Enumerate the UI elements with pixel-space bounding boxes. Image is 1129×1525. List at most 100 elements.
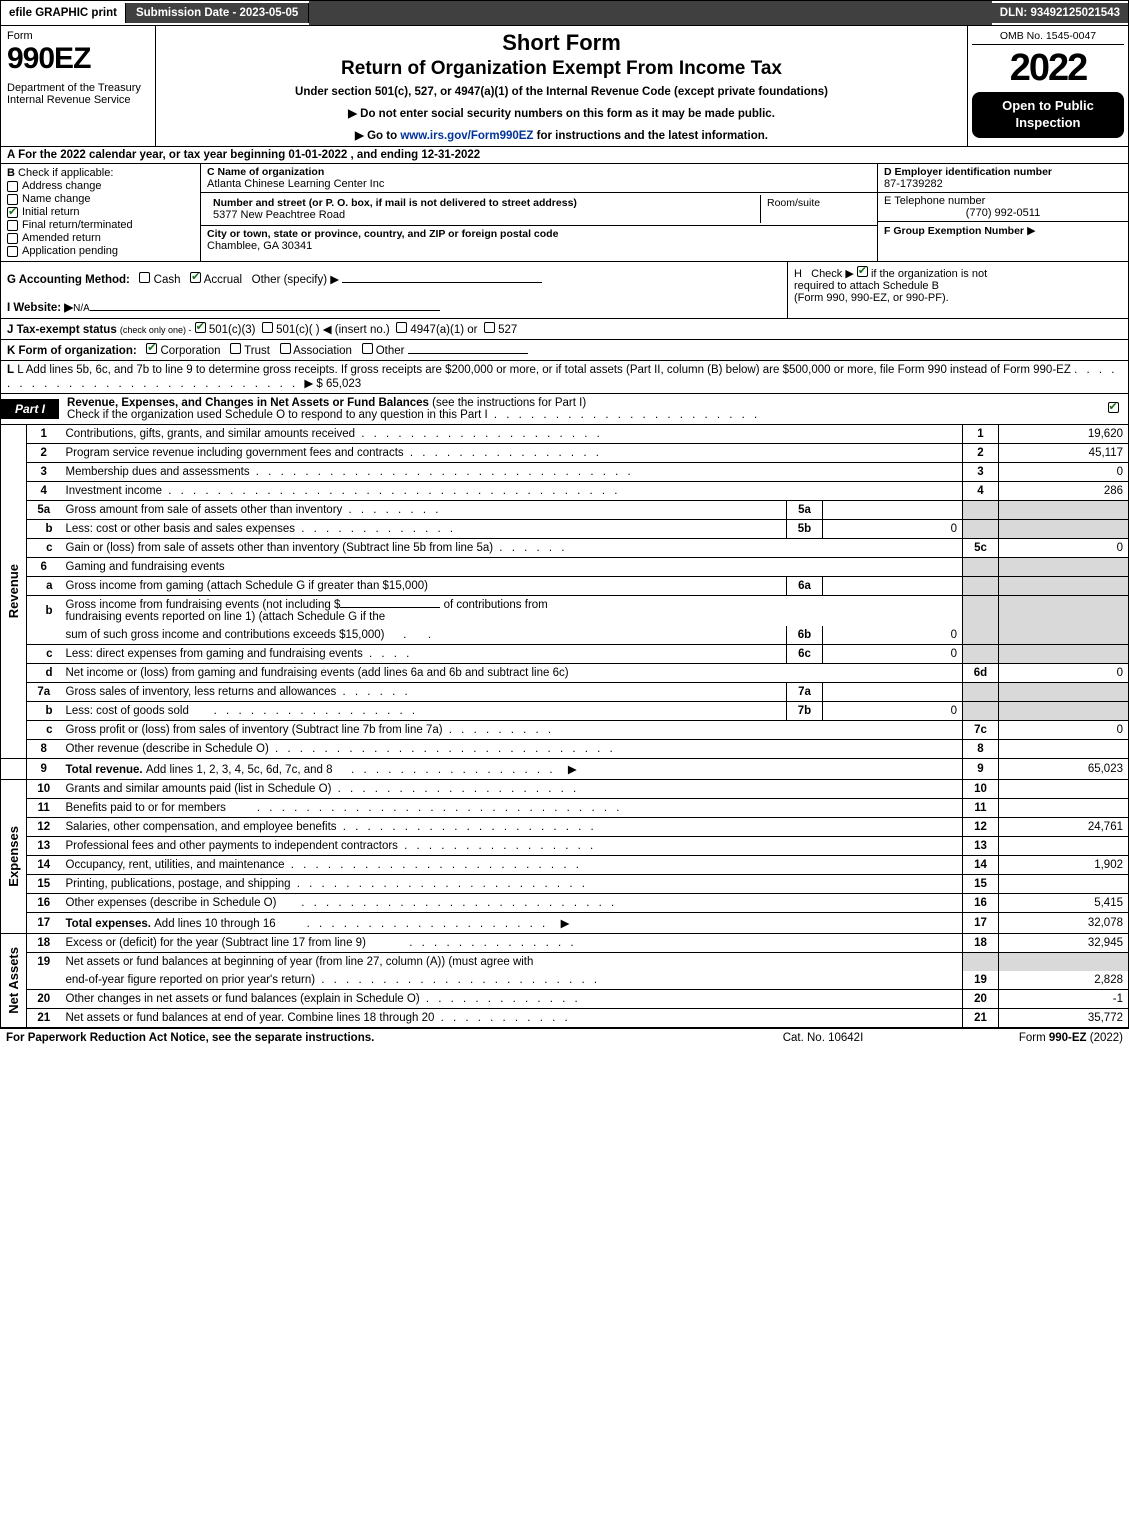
line-col: 15 xyxy=(963,875,999,894)
column-def: D Employer identification number 87-1739… xyxy=(878,164,1128,261)
room-suite-cell: Room/suite xyxy=(761,195,871,223)
checkbox-icon[interactable] xyxy=(280,343,291,354)
form-word: Form xyxy=(7,30,149,42)
line-5a: 5a Gross amount from sale of assets othe… xyxy=(1,501,1129,520)
checkbox-icon[interactable] xyxy=(190,272,201,283)
line-16: 16 Other expenses (describe in Schedule … xyxy=(1,894,1129,913)
checkbox-icon xyxy=(7,246,18,257)
chk-application-pending[interactable]: Application pending xyxy=(7,245,194,257)
line-num: 3 xyxy=(27,463,61,482)
shaded-cell xyxy=(999,596,1129,627)
chk-name-change[interactable]: Name change xyxy=(7,193,194,205)
checkbox-icon[interactable] xyxy=(484,322,495,333)
mini-val: 0 xyxy=(823,626,963,645)
line-desc: Gain or (loss) from sale of assets other… xyxy=(61,539,963,558)
line-desc: Investment income . . . . . . . . . . . … xyxy=(61,482,963,501)
chk-label: Address change xyxy=(22,180,102,192)
ssn-warning: ▶ Do not enter social security numbers o… xyxy=(162,106,961,120)
tax-year: 2022 xyxy=(972,47,1124,90)
part-i-header: Part I Revenue, Expenses, and Changes in… xyxy=(0,394,1129,425)
chk-address-change[interactable]: Address change xyxy=(7,180,194,192)
shaded-cell xyxy=(999,626,1129,645)
checkbox-icon[interactable] xyxy=(230,343,241,354)
goto-pre: ▶ Go to xyxy=(355,130,400,142)
street-cell: Number and street (or P. O. box, if mail… xyxy=(207,195,761,223)
shaded-cell xyxy=(963,683,999,702)
chk-final-return[interactable]: Final return/terminated xyxy=(7,219,194,231)
blank-underline xyxy=(340,607,440,608)
revenue-table: Revenue 1 Contributions, gifts, grants, … xyxy=(0,425,1129,1028)
line-desc: Occupancy, rent, utilities, and maintena… xyxy=(61,856,963,875)
public-inspection-badge: Open to Public Inspection xyxy=(972,92,1124,138)
top-bar: efile GRAPHIC print Submission Date - 20… xyxy=(0,0,1129,26)
irs-link[interactable]: www.irs.gov/Form990EZ xyxy=(400,130,533,142)
l-value: 65,023 xyxy=(326,378,361,390)
line-7c: c Gross profit or (loss) from sales of i… xyxy=(1,721,1129,740)
line-num: 7a xyxy=(27,683,61,702)
shaded-cell xyxy=(999,645,1129,664)
revenue-side-label: Revenue xyxy=(1,425,27,759)
checkbox-icon[interactable] xyxy=(362,343,373,354)
k-other-blank xyxy=(408,353,528,354)
h-not: not xyxy=(972,268,987,280)
city-value: Chamblee, GA 30341 xyxy=(207,240,871,252)
k-corp: Corporation xyxy=(160,345,220,357)
line-21: 21 Net assets or fund balances at end of… xyxy=(1,1009,1129,1028)
ein-value: 87-1739282 xyxy=(884,178,1122,190)
j-501c: 501(c)( ) ◀ (insert no.) xyxy=(276,324,390,336)
chk-label: Name change xyxy=(22,193,91,205)
city-cell: City or town, state or province, country… xyxy=(201,226,877,254)
line-col: 20 xyxy=(963,990,999,1009)
line-num xyxy=(27,971,61,990)
line-num: b xyxy=(27,520,61,539)
k-label: K Form of organization: xyxy=(7,345,137,357)
line-num: 6 xyxy=(27,558,61,577)
chk-amended-return[interactable]: Amended return xyxy=(7,232,194,244)
j-501c3: 501(c)(3) xyxy=(209,324,256,336)
row-gh: G Accounting Method: Cash Accrual Other … xyxy=(0,262,1129,319)
mini-val xyxy=(823,577,963,596)
side-cell xyxy=(1,759,27,780)
mini-val: 0 xyxy=(823,702,963,721)
line-9: 9 Total revenue. Add lines 1, 2, 3, 4, 5… xyxy=(1,759,1129,780)
checkbox-icon[interactable] xyxy=(857,266,868,277)
checkbox-icon[interactable] xyxy=(262,322,273,333)
shaded-cell xyxy=(963,953,999,972)
short-form-title: Short Form xyxy=(162,30,961,56)
line-val: 0 xyxy=(999,463,1129,482)
line-14: 14 Occupancy, rent, utilities, and maint… xyxy=(1,856,1129,875)
chk-initial-return[interactable]: Initial return xyxy=(7,206,194,218)
shaded-cell xyxy=(963,520,999,539)
phone-value: (770) 992-0511 xyxy=(884,207,1122,219)
line-desc: end-of-year figure reported on prior yea… xyxy=(61,971,963,990)
shaded-cell xyxy=(999,683,1129,702)
checkbox-icon[interactable] xyxy=(195,322,206,333)
efile-print-button[interactable]: efile GRAPHIC print xyxy=(1,3,126,23)
return-title: Return of Organization Exempt From Incom… xyxy=(162,58,961,80)
line-6: 6 Gaming and fundraising events xyxy=(1,558,1129,577)
line-desc: Other revenue (describe in Schedule O) .… xyxy=(61,740,963,759)
section-bcdef: B Check if applicable: Address change Na… xyxy=(0,164,1129,262)
topbar-spacer xyxy=(309,1,991,25)
checkbox-icon[interactable] xyxy=(139,272,150,283)
checkbox-icon[interactable] xyxy=(146,343,157,354)
checkbox-icon[interactable] xyxy=(1108,402,1119,413)
checkbox-icon[interactable] xyxy=(396,322,407,333)
website-value: N/A xyxy=(73,303,90,314)
k-trust: Trust xyxy=(244,345,270,357)
part-i-checkbox-cell xyxy=(1098,402,1128,416)
line-desc: Other changes in net assets or fund bala… xyxy=(61,990,963,1009)
line-val xyxy=(999,799,1129,818)
line-val: 24,761 xyxy=(999,818,1129,837)
line-desc: Less: direct expenses from gaming and fu… xyxy=(61,645,787,664)
line-7b: b Less: cost of goods sold . . . . . . .… xyxy=(1,702,1129,721)
footer-right-pre: Form xyxy=(1019,1032,1049,1044)
line-col: 5c xyxy=(963,539,999,558)
chk-label: Initial return xyxy=(22,206,79,218)
line-desc: Professional fees and other payments to … xyxy=(61,837,963,856)
arrow-icon: ▶ xyxy=(561,918,570,930)
shaded-cell xyxy=(999,702,1129,721)
line-desc: Gross income from gaming (attach Schedul… xyxy=(61,577,787,596)
line-val: 19,620 xyxy=(999,425,1129,444)
line-19-2: end-of-year figure reported on prior yea… xyxy=(1,971,1129,990)
